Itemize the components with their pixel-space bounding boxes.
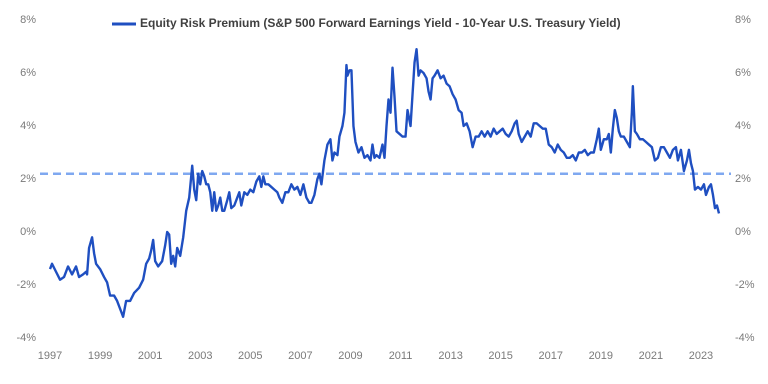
x-tick-label: 2023 [689, 350, 713, 362]
x-tick-label: 1999 [88, 350, 112, 362]
x-tick-label: 2013 [438, 350, 462, 362]
legend: Equity Risk Premium (S&P 500 Forward Ear… [112, 16, 621, 30]
x-tick-label: 2003 [188, 350, 212, 362]
series-line [48, 47, 721, 318]
y-tick-label: 8% [20, 14, 36, 26]
y2-tick-label: -2% [735, 279, 755, 291]
y2-tick-label: 6% [735, 67, 751, 79]
y-tick-label: -2% [16, 279, 36, 291]
y2-tick-label: 8% [735, 14, 751, 26]
y2-tick-label: 0% [735, 226, 751, 238]
y-tick-label: -4% [16, 332, 36, 344]
y-tick-label: 0% [20, 226, 36, 238]
x-tick-label: 2009 [338, 350, 362, 362]
y2-tick-label: 2% [735, 173, 751, 185]
x-tick-label: 2015 [488, 350, 512, 362]
y-tick-label: 6% [20, 67, 36, 79]
y-tick-label: 4% [20, 120, 36, 132]
x-tick-label: 2021 [639, 350, 663, 362]
y2-tick-label: -4% [735, 332, 755, 344]
x-tick-label: 2001 [138, 350, 162, 362]
x-tick-label: 2007 [288, 350, 312, 362]
legend-label: Equity Risk Premium (S&P 500 Forward Ear… [140, 16, 621, 30]
x-tick-label: 2017 [538, 350, 562, 362]
x-tick-label: 2011 [389, 350, 413, 362]
y-tick-label: 2% [20, 173, 36, 185]
y2-tick-label: 4% [735, 120, 751, 132]
x-tick-label: 2005 [238, 350, 262, 362]
x-tick-label: 2019 [589, 350, 613, 362]
x-tick-label: 1997 [38, 350, 62, 362]
